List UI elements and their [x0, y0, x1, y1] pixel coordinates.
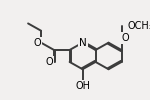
- Text: N: N: [79, 38, 86, 48]
- Text: O: O: [33, 38, 41, 48]
- Text: O: O: [122, 33, 129, 43]
- Text: OCH₃: OCH₃: [127, 21, 150, 31]
- Text: OH: OH: [75, 81, 90, 91]
- Text: O: O: [46, 57, 53, 67]
